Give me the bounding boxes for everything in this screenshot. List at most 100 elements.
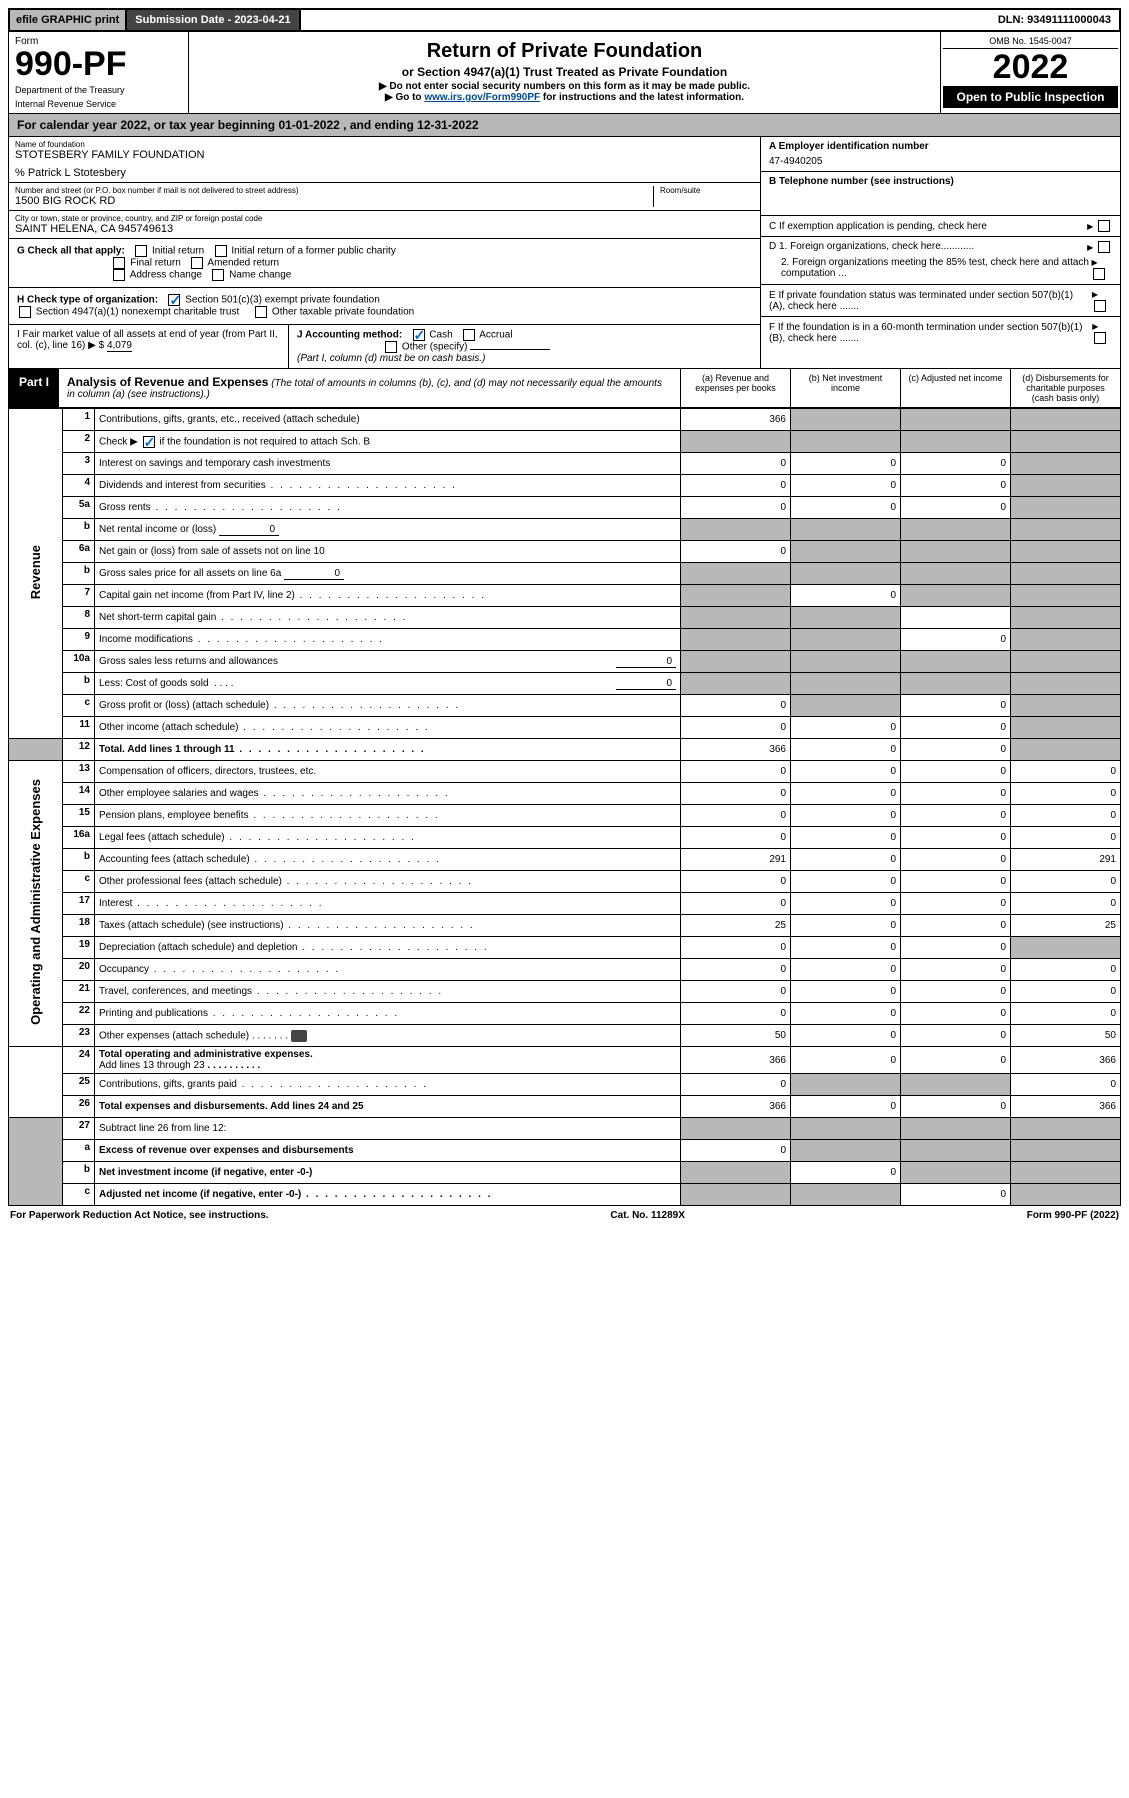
table-row: 23 Other expenses (attach schedule) . . … xyxy=(9,1025,1121,1047)
line-desc: Net short-term capital gain xyxy=(95,607,681,629)
initial-former-checkbox[interactable] xyxy=(215,245,227,257)
col-d xyxy=(1011,409,1121,431)
col-a: 0 xyxy=(681,783,791,805)
table-row: a Excess of revenue over expenses and di… xyxy=(9,1140,1121,1162)
col-a: 0 xyxy=(681,1140,791,1162)
line-desc: Capital gain net income (from Part IV, l… xyxy=(95,585,681,607)
501c3-checkbox[interactable] xyxy=(168,294,180,306)
table-row: 19 Depreciation (attach schedule) and de… xyxy=(9,937,1121,959)
col-a xyxy=(681,1184,791,1206)
col-b: 0 xyxy=(791,783,901,805)
table-row: b Accounting fees (attach schedule) 291 … xyxy=(9,849,1121,871)
line-desc: Subtract line 26 from line 12: xyxy=(95,1118,681,1140)
col-c: 0 xyxy=(901,981,1011,1003)
d2-checkbox[interactable] xyxy=(1093,268,1105,280)
line-desc: Total operating and administrative expen… xyxy=(95,1047,681,1074)
part1-table: Revenue 1 Contributions, gifts, grants, … xyxy=(8,408,1121,1206)
col-d xyxy=(1011,1118,1121,1140)
efile-label: efile GRAPHIC print xyxy=(10,10,127,30)
header-center: Return of Private Foundation or Section … xyxy=(189,32,940,113)
name-label: Name of foundation xyxy=(15,140,754,149)
footer-right: Form 990-PF (2022) xyxy=(1027,1210,1119,1221)
e-checkbox[interactable] xyxy=(1094,300,1106,312)
line-desc: Compensation of officers, directors, tru… xyxy=(95,761,681,783)
line-desc: Interest on savings and temporary cash i… xyxy=(95,453,681,475)
part1-title: Analysis of Revenue and Expenses xyxy=(67,375,268,389)
col-d xyxy=(1011,585,1121,607)
col-c: 0 xyxy=(901,629,1011,651)
col-d xyxy=(1011,717,1121,739)
col-b xyxy=(791,519,901,541)
line-desc: Other professional fees (attach schedule… xyxy=(95,871,681,893)
initial-return-checkbox[interactable] xyxy=(135,245,147,257)
f-label: F If the foundation is in a 60-month ter… xyxy=(769,322,1088,344)
line-num: 13 xyxy=(63,761,95,783)
col-b xyxy=(791,673,901,695)
table-row: b Net investment income (if negative, en… xyxy=(9,1162,1121,1184)
arrow-icon xyxy=(1092,289,1098,300)
col-d: 0 xyxy=(1011,1074,1121,1096)
col-d xyxy=(1011,651,1121,673)
page-footer: For Paperwork Reduction Act Notice, see … xyxy=(8,1206,1121,1225)
table-row: 15 Pension plans, employee benefits 0 0 … xyxy=(9,805,1121,827)
col-a xyxy=(681,519,791,541)
tax-year: 2022 xyxy=(943,49,1118,86)
col-a: 366 xyxy=(681,1047,791,1074)
col-d xyxy=(1011,519,1121,541)
final-return-checkbox[interactable] xyxy=(113,257,125,269)
line-desc: Taxes (attach schedule) (see instruction… xyxy=(95,915,681,937)
col-c xyxy=(901,519,1011,541)
attachment-icon[interactable] xyxy=(291,1030,307,1042)
other-method-checkbox[interactable] xyxy=(385,341,397,353)
submission-date: Submission Date - 2023-04-21 xyxy=(127,10,300,30)
col-d: 366 xyxy=(1011,1096,1121,1118)
j-other: Other (specify) xyxy=(402,342,468,353)
col-b xyxy=(791,431,901,453)
col-a xyxy=(681,1118,791,1140)
col-b: 0 xyxy=(791,1096,901,1118)
c-checkbox[interactable] xyxy=(1098,220,1110,232)
col-d: 0 xyxy=(1011,783,1121,805)
col-c: 0 xyxy=(901,893,1011,915)
col-d xyxy=(1011,475,1121,497)
j-note: (Part I, column (d) must be on cash basi… xyxy=(297,353,485,364)
line-num: 6a xyxy=(63,541,95,563)
col-b: 0 xyxy=(791,1025,901,1047)
amended-return-checkbox[interactable] xyxy=(191,257,203,269)
address-change-checkbox[interactable] xyxy=(113,269,125,281)
schb-checkbox[interactable] xyxy=(143,436,155,448)
foundation-name-cell: Name of foundation STOTESBERY FAMILY FOU… xyxy=(9,137,760,183)
col-b: 0 xyxy=(791,453,901,475)
line-desc: Gross profit or (loss) (attach schedule) xyxy=(95,695,681,717)
table-row: 21 Travel, conferences, and meetings 0 0… xyxy=(9,981,1121,1003)
col-a: 0 xyxy=(681,1003,791,1025)
accrual-checkbox[interactable] xyxy=(463,329,475,341)
line-num: c xyxy=(63,871,95,893)
line-desc: Gross sales less returns and allowances … xyxy=(95,651,681,673)
col-c: 0 xyxy=(901,453,1011,475)
col-d: 366 xyxy=(1011,1047,1121,1074)
line-desc: Net rental income or (loss) 0 xyxy=(95,519,681,541)
form990pf-link[interactable]: www.irs.gov/Form990PF xyxy=(424,92,540,103)
4947a1-checkbox[interactable] xyxy=(19,306,31,318)
col-c: 0 xyxy=(901,1025,1011,1047)
address-cell: Number and street (or P.O. box number if… xyxy=(9,183,760,211)
form-number: 990-PF xyxy=(15,47,182,81)
name-change-checkbox[interactable] xyxy=(212,269,224,281)
e-label: E If private foundation status was termi… xyxy=(769,290,1088,312)
col-b: 0 xyxy=(791,959,901,981)
f-checkbox[interactable] xyxy=(1094,332,1106,344)
table-row: 8 Net short-term capital gain xyxy=(9,607,1121,629)
col-d: 291 xyxy=(1011,849,1121,871)
table-row: 22 Printing and publications 0 0 0 0 xyxy=(9,1003,1121,1025)
line-desc: Other income (attach schedule) xyxy=(95,717,681,739)
j-accrual: Accrual xyxy=(479,330,512,341)
table-row: 3 Interest on savings and temporary cash… xyxy=(9,453,1121,475)
col-d: 25 xyxy=(1011,915,1121,937)
table-row: 12 Total. Add lines 1 through 11 366 0 0 xyxy=(9,739,1121,761)
line-num: c xyxy=(63,695,95,717)
cash-checkbox[interactable] xyxy=(413,329,425,341)
omb-number: OMB No. 1545-0047 xyxy=(943,34,1118,49)
d1-checkbox[interactable] xyxy=(1098,241,1110,253)
other-taxable-checkbox[interactable] xyxy=(255,306,267,318)
